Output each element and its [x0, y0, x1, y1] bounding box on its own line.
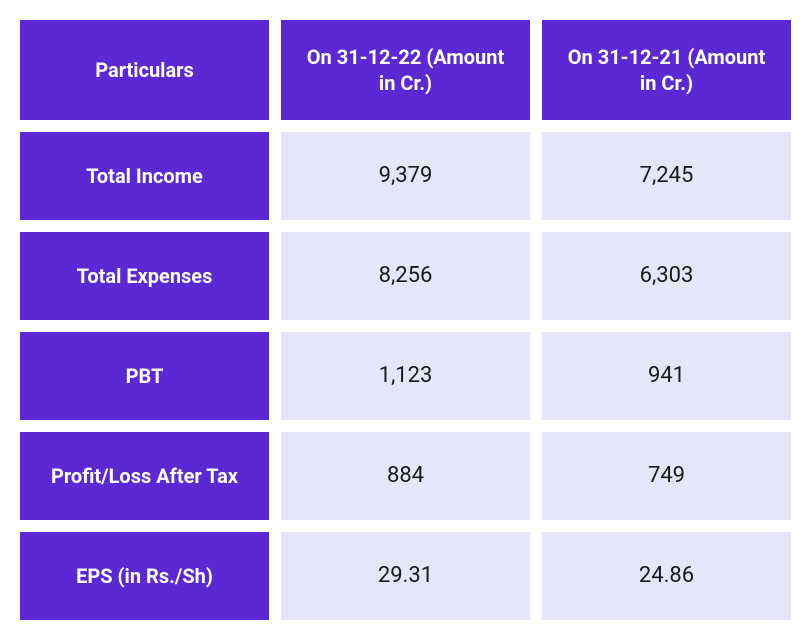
row-value: 29.31 [281, 532, 530, 620]
row-label: Total Expenses [20, 232, 269, 320]
row-value: 1,123 [281, 332, 530, 420]
row-label: EPS (in Rs./Sh) [20, 532, 269, 620]
col-header-period-2: On 31-12-21 (Amount in Cr.) [542, 20, 791, 120]
row-value: 7,245 [542, 132, 791, 220]
row-value: 884 [281, 432, 530, 520]
col-header-particulars: Particulars [20, 20, 269, 120]
row-label: Profit/Loss After Tax [20, 432, 269, 520]
row-value: 749 [542, 432, 791, 520]
row-value: 9,379 [281, 132, 530, 220]
financial-table: Particulars On 31-12-22 (Amount in Cr.) … [20, 20, 791, 620]
row-value: 941 [542, 332, 791, 420]
row-value: 8,256 [281, 232, 530, 320]
col-header-period-1: On 31-12-22 (Amount in Cr.) [281, 20, 530, 120]
row-value: 6,303 [542, 232, 791, 320]
row-label: Total Income [20, 132, 269, 220]
row-value: 24.86 [542, 532, 791, 620]
row-label: PBT [20, 332, 269, 420]
